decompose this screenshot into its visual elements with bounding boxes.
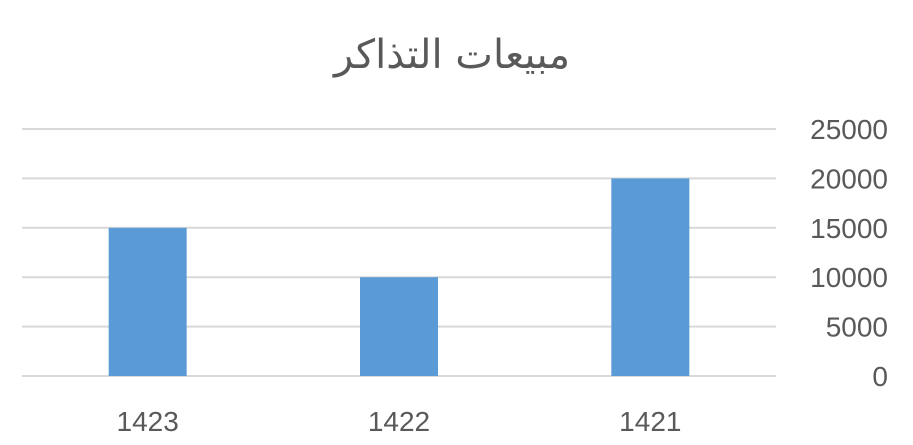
bar-1423 [108,227,187,376]
x-tick-label-1422: 1422 [368,406,430,437]
y-tick-label: 0 [872,361,888,392]
x-axis-ticks: 1421 1422 1423 [117,406,682,437]
y-tick-label: 20000 [810,163,888,194]
y-tick-label: 5000 [826,312,888,343]
y-tick-label: 10000 [810,262,888,293]
x-tick-label-1421: 1421 [619,406,681,437]
bars [108,178,690,376]
y-tick-label: 15000 [810,213,888,244]
bar-1422 [360,277,438,376]
bar-1421 [611,178,690,376]
x-tick-label-1423: 1423 [117,406,179,437]
y-tick-label: 25000 [810,114,888,145]
y-axis-ticks: 0 5000 10000 15000 20000 25000 [810,114,888,392]
chart-title: مبيعات التذاكر [332,32,570,78]
